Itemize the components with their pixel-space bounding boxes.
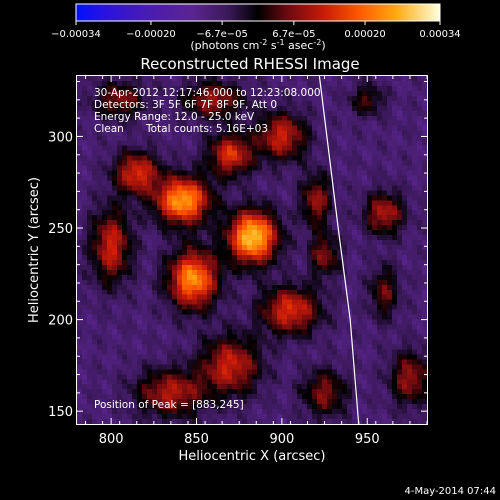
colorbar-label-exp: -2 (259, 38, 267, 47)
x-tick-label: 950 (355, 432, 380, 447)
footer-date: 4-May-2014 07:44 (404, 486, 496, 497)
colorbar-tick-label: 6.7e−05 (272, 29, 315, 40)
colorbar-label-part: ) (321, 39, 325, 52)
chart-title: Reconstructed RHESSI Image (140, 55, 359, 73)
colorbar-label-part: asec (285, 39, 314, 52)
y-axis-label: Heliocentric Y (arcsec) (27, 177, 42, 323)
annotation-clean: Clean (94, 123, 124, 135)
colorbar-ticks (75, 21, 441, 25)
x-tick-label: 800 (99, 432, 124, 447)
colorbar-label: (photons cm-2 s-1 asec-2) (190, 38, 325, 52)
heatmap-image (77, 76, 427, 424)
annotation-energy: Energy Range: 12.0 - 25.0 keV (94, 111, 255, 123)
colorbar-tick-label: −6.7e−05 (196, 29, 248, 40)
x-tick-label: 850 (184, 432, 209, 447)
colorbar-tick-label: 0.00020 (344, 29, 385, 40)
y-tick-label: 250 (48, 222, 73, 237)
annotation-detectors: Detectors: 3F 5F 6F 7F 8F 9F, Att 0 (94, 99, 277, 111)
y-tick-label: 300 (48, 130, 73, 145)
colorbar-tick-label: 0.00034 (419, 29, 460, 40)
colorbar-tick-label: −0.00034 (51, 29, 101, 40)
solar-limb-curve (318, 76, 360, 424)
colorbar-label-part: s (267, 39, 276, 52)
colorbar-label-part: (photons cm (190, 39, 259, 52)
y-tick-label: 150 (48, 405, 73, 420)
annotation-time: 30-Apr-2012 12:17:46.000 to 12:23:08.000 (94, 87, 321, 99)
y-tick-label: 200 (48, 314, 73, 329)
colorbar-label-exp: -1 (277, 38, 285, 47)
x-axis-ticks: 800 850 900 950 (85, 76, 428, 447)
colorbar-tick-labels: −0.00034 −0.00020 −6.7e−05 6.7e−05 0.00020 0.… (51, 29, 461, 40)
annotation-total-counts: Total counts: 5.16E+03 (145, 123, 268, 135)
colorbar-tick-label: −0.00020 (126, 29, 176, 40)
colorbar-label-exp: -2 (313, 38, 321, 47)
x-axis-label: Heliocentric X (arcsec) (179, 449, 326, 464)
peak-position-label: Position of Peak = [883,245] (94, 399, 244, 411)
plot-frame (76, 75, 428, 425)
x-tick-label: 900 (269, 432, 294, 447)
y-axis-ticks: 150 200 250 300 (48, 80, 427, 420)
colorbar (75, 3, 441, 22)
